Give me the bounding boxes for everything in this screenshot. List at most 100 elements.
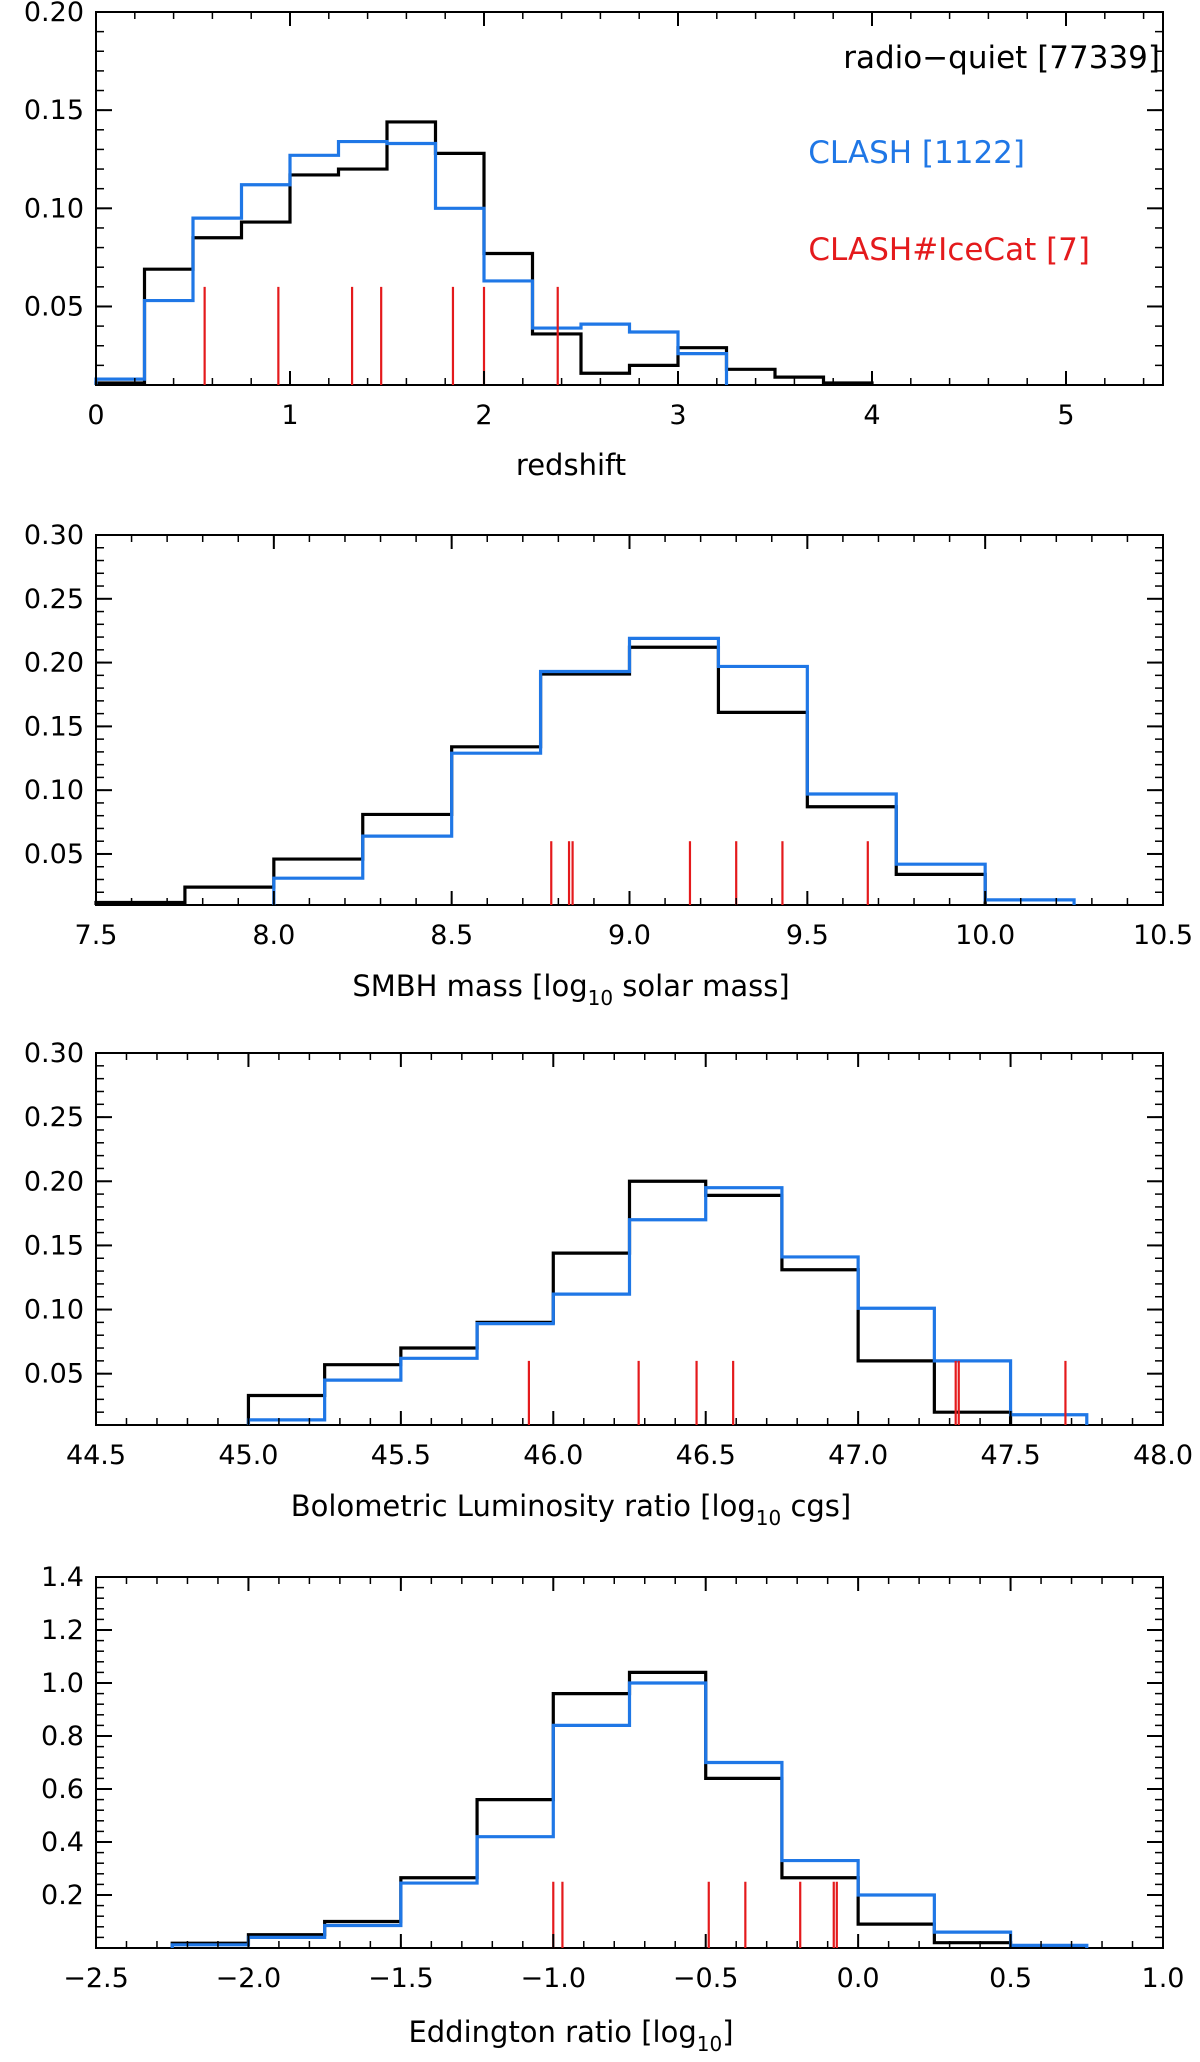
- smbh-mass-y-tick-label: 0.10: [24, 775, 84, 806]
- bolometric-luminosity-xlabel-main: Bolometric Luminosity ratio [log: [291, 1489, 756, 1523]
- bolometric-luminosity-x-tick-label: 45.5: [371, 1440, 431, 1471]
- smbh-mass-plot-frame: [95, 534, 1164, 906]
- redshift-clash-histogram: [94, 139, 729, 385]
- smbh-mass-x-tick-label: 7.5: [75, 920, 118, 951]
- legend-icecat: CLASH#IceCat [7]: [808, 232, 1090, 268]
- redshift-clash-series: [94, 139, 729, 385]
- smbh-mass-y-tick-label: 0.25: [24, 584, 84, 615]
- bolometric-luminosity-x-tick-label: 46.0: [523, 1440, 583, 1471]
- redshift-radio-quiet-histogram: [94, 120, 874, 385]
- bolometric-luminosity-xlabel-sub: 10: [756, 1506, 781, 1530]
- bolometric-luminosity-panel: 44.5 45.0 45.5 46.0 46.5 47.0 47.5 48.0 0.05 0.10…: [24, 1038, 1193, 1530]
- eddington-ratio-y-tick-label: 1.2: [41, 1615, 84, 1646]
- eddington-ratio-y-tick-label: 0.4: [41, 1827, 84, 1858]
- redshift-ticks: 0 1 2 3 4 5 0.05 0.10 0.15 0.20: [24, 0, 1163, 431]
- bolometric-luminosity-clash-histogram: [246, 1186, 1089, 1425]
- bolometric-luminosity-radio-quiet-series: [246, 1179, 1013, 1425]
- redshift-icecat-markers: [203, 286, 559, 385]
- bolometric-luminosity-x-tick-label: 48.0: [1133, 1440, 1193, 1471]
- eddington-ratio-radio-quiet-series: [170, 1670, 1013, 1948]
- redshift-radio-quiet-series: [94, 120, 874, 385]
- eddington-ratio-xlabel: Eddington ratio [log10]: [408, 2015, 733, 2056]
- bolometric-luminosity-y-tick-label: 0.10: [24, 1295, 84, 1326]
- bolometric-luminosity-x-tick-label: 47.5: [981, 1440, 1041, 1471]
- eddington-ratio-x-tick-label: 0.0: [837, 1963, 880, 1994]
- bolometric-luminosity-y-tick-label: 0.25: [24, 1102, 84, 1133]
- bolometric-luminosity-x-tick-label: 47.0: [828, 1440, 888, 1471]
- redshift-xlabel: redshift: [516, 448, 626, 482]
- eddington-ratio-y-tick-label: 0.6: [41, 1774, 84, 1805]
- bolometric-luminosity-xlabel: Bolometric Luminosity ratio [log10 cgs]: [291, 1489, 851, 1530]
- bolometric-luminosity-radio-quiet-histogram: [246, 1179, 1013, 1425]
- redshift-axes: [95, 11, 1164, 386]
- bolometric-luminosity-plot-frame: [95, 1052, 1164, 1426]
- smbh-mass-panel: 7.5 8.0 8.5 9.0 9.5 10.0 10.5 0.05 0.10 0.15 0.20 0…: [24, 520, 1193, 1010]
- smbh-mass-icecat-markers: [550, 841, 869, 905]
- eddington-ratio-clash-series: [170, 1681, 1089, 1948]
- redshift-y-tick-label: 0.20: [24, 0, 84, 28]
- eddington-ratio-y-tick-label: 1.4: [41, 1562, 84, 1593]
- smbh-mass-xlabel-tail: solar mass]: [613, 969, 790, 1003]
- bolometric-luminosity-x-tick-label: 44.5: [66, 1440, 126, 1471]
- smbh-mass-x-tick-label: 10.0: [955, 920, 1015, 951]
- smbh-mass-xlabel-main: SMBH mass [log: [352, 969, 587, 1003]
- smbh-mass-xlabel-sub: 10: [588, 986, 613, 1010]
- eddington-ratio-panel: −2.5 −2.0 −1.5 −1.0 −0.5 0.0 0.5 1.0 0.2 0.4 0.6 0.…: [41, 1562, 1184, 2056]
- legend-radio-quiet: radio−quiet [77339]: [843, 40, 1160, 76]
- smbh-mass-x-tick-label: 9.5: [786, 920, 829, 951]
- eddington-ratio-ticks: −2.5 −2.0 −1.5 −1.0 −0.5 0.0 0.5 1.0 0.2 0.4 0.6 0.…: [41, 1562, 1184, 1994]
- redshift-y-tick-label: 0.15: [24, 95, 84, 126]
- smbh-mass-x-tick-label: 10.5: [1133, 920, 1193, 951]
- redshift-y-tick-label: 0.05: [24, 291, 84, 322]
- redshift-y-tick-label: 0.10: [24, 193, 84, 224]
- eddington-ratio-x-tick-label: 0.5: [989, 1963, 1032, 1994]
- eddington-ratio-x-tick-label: 1.0: [1142, 1963, 1185, 1994]
- smbh-mass-ticks: 7.5 8.0 8.5 9.0 9.5 10.0 10.5 0.05 0.10 0.15 0.20 0…: [24, 520, 1193, 951]
- eddington-ratio-x-tick-label: −2.5: [63, 1963, 129, 1994]
- eddington-ratio-x-tick-label: −0.5: [673, 1963, 739, 1994]
- redshift-x-tick-label: 0: [87, 400, 104, 431]
- eddington-ratio-xlabel-sub: 10: [697, 2032, 722, 2056]
- bolometric-luminosity-xlabel-tail: cgs]: [781, 1489, 851, 1523]
- bolometric-luminosity-icecat-markers: [527, 1360, 1067, 1425]
- eddington-ratio-clash-histogram: [170, 1681, 1089, 1948]
- eddington-ratio-y-tick-label: 1.0: [41, 1668, 84, 1699]
- bolometric-luminosity-y-tick-label: 0.20: [24, 1166, 84, 1197]
- redshift-x-tick-label: 4: [863, 400, 880, 431]
- smbh-mass-clash-series: [272, 636, 1076, 905]
- eddington-ratio-xlabel-main: Eddington ratio [log: [408, 2015, 696, 2049]
- eddington-ratio-icecat-markers: [552, 1881, 838, 1948]
- bolometric-luminosity-y-tick-label: 0.30: [24, 1038, 84, 1069]
- smbh-mass-x-tick-label: 8.5: [430, 920, 473, 951]
- bolometric-luminosity-x-tick-label: 46.5: [676, 1440, 736, 1471]
- smbh-mass-y-tick-label: 0.15: [24, 711, 84, 742]
- eddington-ratio-x-tick-label: −2.0: [216, 1963, 282, 1994]
- smbh-mass-x-tick-label: 9.0: [608, 920, 651, 951]
- redshift-x-tick-label: 2: [475, 400, 492, 431]
- bolometric-luminosity-x-tick-label: 45.0: [218, 1440, 278, 1471]
- eddington-ratio-plot-frame: [95, 1576, 1164, 1949]
- bolometric-luminosity-y-tick-label: 0.15: [24, 1230, 84, 1261]
- legend-clash: CLASH [1122]: [808, 135, 1025, 171]
- smbh-mass-y-tick-label: 0.20: [24, 648, 84, 679]
- redshift-panel: 0 1 2 3 4 5 0.05 0.10 0.15 0.20 redshift radio−qu…: [24, 0, 1164, 482]
- eddington-ratio-x-tick-label: −1.0: [521, 1963, 587, 1994]
- bolometric-luminosity-axes: [95, 1052, 1164, 1426]
- smbh-mass-x-tick-label: 8.0: [252, 920, 295, 951]
- redshift-x-tick-label: 5: [1057, 400, 1074, 431]
- smbh-mass-clash-histogram: [272, 636, 1076, 905]
- eddington-ratio-xlabel-tail: ]: [722, 2015, 733, 2049]
- eddington-ratio-y-tick-label: 0.8: [41, 1721, 84, 1752]
- eddington-ratio-y-tick-label: 0.2: [41, 1880, 84, 1911]
- bolometric-luminosity-clash-series: [246, 1186, 1089, 1425]
- redshift-x-tick-label: 3: [669, 400, 686, 431]
- eddington-ratio-radio-quiet-histogram: [170, 1670, 1013, 1948]
- bolometric-luminosity-y-tick-label: 0.05: [24, 1359, 84, 1390]
- smbh-mass-y-tick-label: 0.30: [24, 520, 84, 551]
- smbh-mass-y-tick-label: 0.05: [24, 839, 84, 870]
- eddington-ratio-x-tick-label: −1.5: [368, 1963, 434, 1994]
- smbh-mass-axes: [95, 534, 1164, 906]
- smbh-mass-xlabel: SMBH mass [log10 solar mass]: [352, 969, 789, 1010]
- eddington-ratio-axes: [95, 1576, 1164, 1949]
